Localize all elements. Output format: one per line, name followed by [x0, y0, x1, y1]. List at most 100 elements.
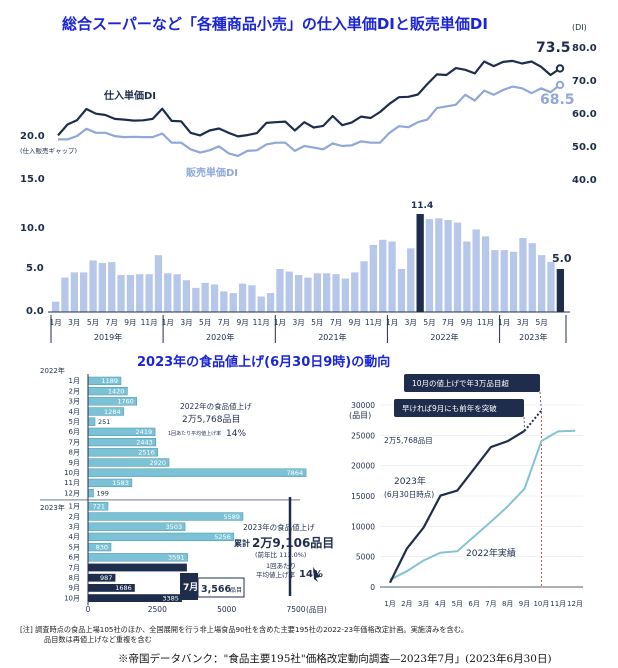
month-bar	[88, 584, 135, 592]
cum-xtick: 11月	[550, 600, 566, 608]
cum-ylabel: (品目)	[349, 411, 371, 420]
month-bar-value: 987	[100, 574, 112, 582]
cum-ytick: 10000	[351, 522, 375, 531]
month-bar-label: 7月	[69, 438, 80, 446]
gap-bar	[369, 244, 377, 312]
gap-bar	[210, 284, 219, 312]
gap-bars	[52, 214, 564, 312]
callout-1-box	[404, 374, 540, 392]
year-tick-label: 2023年	[519, 332, 547, 342]
month-tick-label: 11月	[253, 318, 270, 327]
gap-bar	[379, 239, 387, 312]
month-bar-label: 12月	[64, 489, 80, 497]
purchase-di-line	[57, 59, 561, 138]
gap-bar-last-label: 5.0	[552, 252, 572, 265]
cum-xtick: 5月	[452, 600, 463, 608]
month-tick-label: 5月	[87, 318, 99, 327]
gap-bar	[435, 218, 443, 312]
summary-2023-rate-label2: 平均値上げ率	[256, 570, 296, 579]
di-tick-40: 40.0	[572, 175, 597, 186]
month-tick-label: 9月	[349, 318, 361, 327]
gap-left-value: 20.0	[20, 131, 45, 142]
gap-bar	[220, 291, 228, 312]
purchase-di-end-point	[555, 64, 565, 73]
month-tick-label: 3月	[405, 318, 417, 327]
hbar-xtick: 2500	[148, 605, 167, 614]
gap-bar	[98, 263, 106, 312]
month-tick-label: 1月	[386, 318, 398, 327]
month-bar-value: 1686	[115, 584, 132, 592]
month-bar-value: 2443	[136, 438, 153, 446]
month-bar-label: 4月	[69, 533, 80, 541]
callout-2-box	[394, 399, 524, 417]
callout-2-text: 早ければ9月にも前年を突破	[402, 403, 497, 413]
callouts: 10月の値上げで年3万品目超 早ければ9月にも前年を突破	[394, 374, 540, 417]
month-bar-value: 1284	[104, 408, 121, 416]
month-tick-label: 5月	[199, 318, 211, 327]
month-bar-label: 1月	[69, 377, 80, 385]
sales-end-value: 68.5	[540, 92, 575, 108]
cum-2023-line	[389, 429, 526, 584]
month-bar-value: 830	[96, 543, 108, 551]
month-bar-value: 2920	[149, 459, 166, 467]
summary-2023-prefix: 累計	[234, 538, 250, 548]
month-bar-label: 3月	[69, 523, 80, 531]
gap-bar	[453, 222, 462, 312]
hbar-xtick: 5000	[217, 605, 236, 614]
gap-bar	[80, 272, 88, 312]
month-tick-label: 7月	[218, 318, 230, 327]
july-callout-unit: 品目	[230, 587, 242, 594]
month-bar-label: 2月	[69, 513, 80, 521]
gap-bar	[472, 229, 480, 312]
summary-2022-total: 2万5,768品目	[182, 414, 241, 425]
month-bar-label: 7月	[69, 564, 80, 572]
gap-bar	[117, 275, 125, 312]
purchase-end-value: 73.5	[536, 40, 571, 56]
di-unit-label: (DI)	[572, 23, 587, 32]
gap-bar	[528, 243, 536, 312]
july-callout-month: 7月	[183, 582, 198, 593]
month-bar-value: 7864	[287, 469, 304, 477]
gap-bar	[257, 296, 265, 312]
gap-bar	[108, 262, 116, 312]
gap-bar	[407, 248, 415, 312]
callout-1-pointer	[539, 391, 542, 411]
month-tick-label: 11月	[141, 318, 158, 327]
gap-bar	[126, 275, 135, 312]
month-bar	[87, 488, 94, 498]
month-bar-value: 721	[93, 503, 105, 511]
month-bar-label: 6月	[69, 554, 80, 562]
summary-2023: 2023年の食品値上げ 累計 2万9,106品目 (前年比 113.0%) 1回…	[234, 497, 334, 596]
gap-bar	[182, 280, 191, 312]
month-bar-label: 2月	[69, 387, 80, 395]
july-callout-value-box	[197, 577, 245, 598]
month-tick-label: 9月	[236, 318, 248, 327]
hbar-xtick: 0	[86, 605, 91, 614]
month-bar	[87, 468, 307, 477]
gap-bar	[463, 241, 471, 312]
gap-bar	[89, 260, 97, 312]
gap-bar	[238, 283, 247, 312]
arrow-down-icon	[313, 567, 320, 582]
month-bar-label: 5月	[69, 418, 80, 426]
month-bar-value: 5589	[223, 513, 240, 521]
month-bar-label: 8月	[69, 449, 80, 457]
cum-2023-sub: (6月30日時点)	[384, 490, 434, 499]
month-bar-value: 1420	[108, 387, 125, 395]
month-tick-label: 3月	[292, 318, 304, 327]
cum-xtick: 2月	[401, 600, 412, 608]
source-line: ※帝国データバンク："食品主要195社"価格改定動向調査―2023年7月」(20…	[118, 653, 552, 665]
month-bar-label: 6月	[69, 428, 80, 436]
gap-bar	[248, 285, 256, 312]
gap-bar	[164, 273, 172, 312]
month-bar-label: 11月	[64, 479, 80, 487]
month-bar-value: 3503	[166, 523, 183, 531]
gap-bar	[304, 277, 312, 312]
bottom-title: 2023年の食品値上げ(6月30日9時)の動向	[137, 354, 390, 370]
year-2022-label: 2022年	[40, 366, 65, 375]
month-bar-label: 10月	[64, 469, 80, 477]
cumulative-chart: 30000 25000 20000 15000 10000 5000 0 1月 2月 3月 4月 5月…	[351, 391, 583, 608]
month-bar-value: 3385	[162, 594, 179, 602]
cum-ytick: 20000	[351, 462, 375, 471]
